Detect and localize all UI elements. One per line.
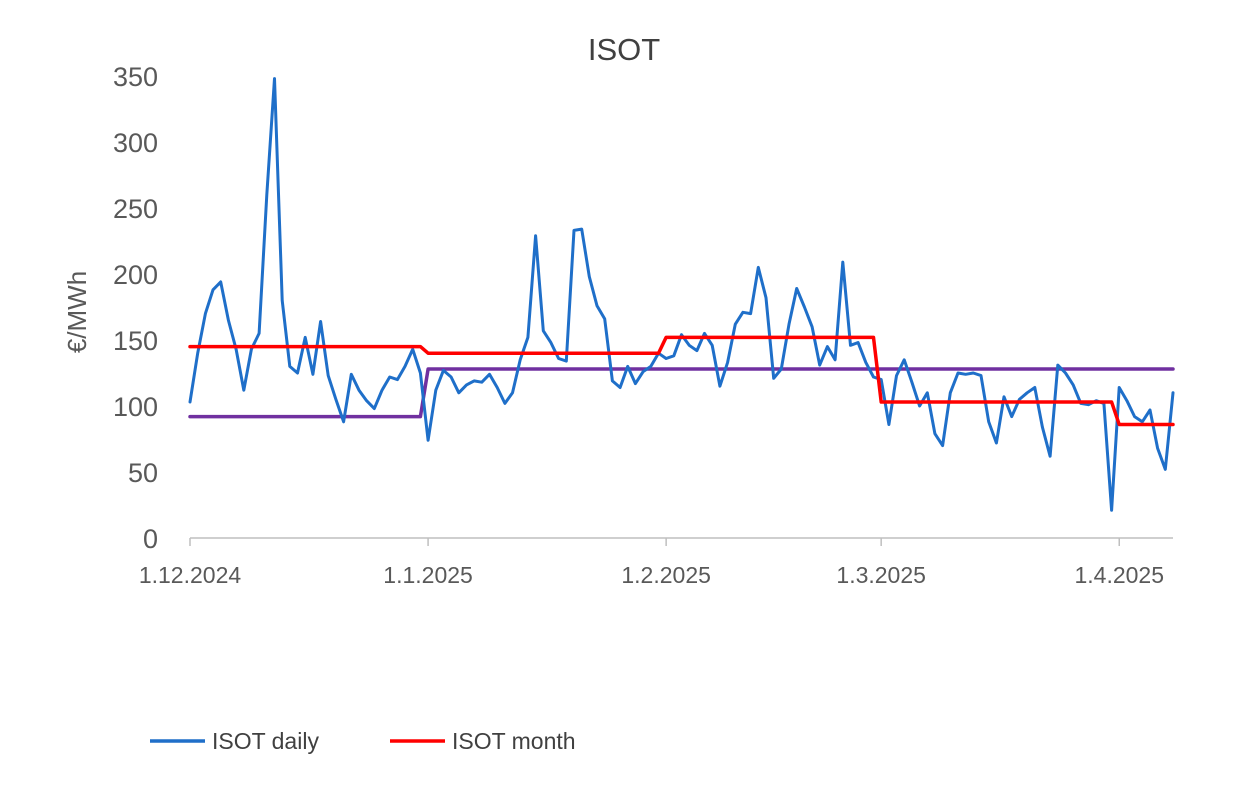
plot-area: 0 50 100 150 200 250 300 350 1.12.2024 1.1.2025 1.… bbox=[113, 62, 1175, 588]
y-tick-label: 0 bbox=[143, 524, 158, 554]
y-tick-label: 350 bbox=[113, 62, 158, 92]
x-tick-label: 1.12.2024 bbox=[139, 562, 242, 588]
y-axis-label: €/MWh bbox=[62, 271, 92, 353]
legend-label: ISOT daily bbox=[212, 728, 319, 754]
x-tick-label: 1.2.2025 bbox=[621, 562, 711, 588]
y-tick-label: 100 bbox=[113, 392, 158, 422]
series-line-2 bbox=[188, 367, 1175, 419]
y-tick-label: 250 bbox=[113, 194, 158, 224]
x-tick-label: 1.3.2025 bbox=[836, 562, 926, 588]
y-tick-label: 300 bbox=[113, 128, 158, 158]
y-tick-label: 150 bbox=[113, 326, 158, 356]
series-line-isot-daily bbox=[188, 77, 1175, 512]
y-tick-label: 50 bbox=[128, 458, 158, 488]
legend: ISOT daily ISOT month bbox=[150, 728, 576, 754]
legend-label: ISOT month bbox=[452, 728, 576, 754]
x-tick-label: 1.1.2025 bbox=[383, 562, 473, 588]
x-tick-label: 1.4.2025 bbox=[1074, 562, 1164, 588]
series-line-isot-month bbox=[188, 335, 1175, 427]
y-tick-label: 200 bbox=[113, 260, 158, 290]
chart-title: ISOT bbox=[588, 32, 660, 67]
